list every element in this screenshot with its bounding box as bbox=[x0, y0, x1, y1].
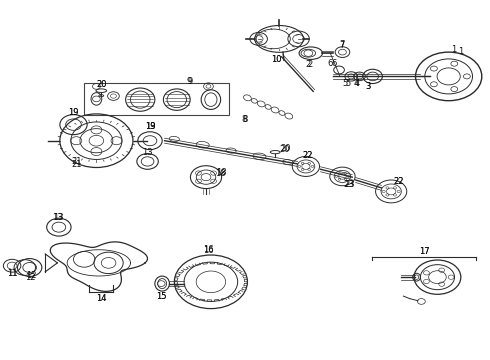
Text: 13: 13 bbox=[145, 122, 155, 131]
Text: 20: 20 bbox=[96, 80, 106, 89]
Text: 2: 2 bbox=[307, 60, 313, 69]
Text: 3: 3 bbox=[365, 82, 370, 91]
Text: 19: 19 bbox=[145, 122, 155, 131]
Text: 18: 18 bbox=[215, 169, 226, 178]
Text: 14: 14 bbox=[96, 294, 106, 303]
Text: 23: 23 bbox=[344, 180, 355, 189]
Text: 4: 4 bbox=[354, 79, 360, 88]
Text: 18: 18 bbox=[216, 168, 227, 177]
Text: 5: 5 bbox=[342, 79, 347, 88]
Text: 9: 9 bbox=[186, 77, 192, 86]
Text: 17: 17 bbox=[419, 247, 429, 256]
Text: 6: 6 bbox=[327, 59, 332, 68]
Text: 13: 13 bbox=[53, 213, 64, 222]
Text: 21: 21 bbox=[72, 157, 82, 166]
Text: 1: 1 bbox=[451, 45, 456, 54]
Text: 5: 5 bbox=[345, 79, 351, 88]
Text: 8: 8 bbox=[242, 116, 246, 125]
Text: 16: 16 bbox=[203, 245, 214, 254]
Text: 1: 1 bbox=[458, 47, 463, 56]
Text: 22: 22 bbox=[302, 151, 313, 160]
Text: 20: 20 bbox=[281, 144, 291, 153]
Text: 7: 7 bbox=[340, 41, 345, 50]
Text: 16: 16 bbox=[203, 246, 214, 255]
Text: 11: 11 bbox=[7, 269, 17, 278]
Text: 21: 21 bbox=[72, 161, 82, 170]
Text: 11: 11 bbox=[7, 269, 17, 278]
Text: 8: 8 bbox=[243, 116, 247, 125]
Text: 19: 19 bbox=[68, 108, 79, 117]
Text: 22: 22 bbox=[302, 151, 313, 160]
Text: 15: 15 bbox=[156, 292, 167, 301]
Text: 17: 17 bbox=[419, 247, 429, 256]
Text: 4: 4 bbox=[353, 79, 359, 88]
Text: 15: 15 bbox=[156, 292, 167, 301]
Text: 12: 12 bbox=[26, 271, 37, 280]
Text: 22: 22 bbox=[393, 177, 404, 186]
Text: 12: 12 bbox=[25, 273, 36, 282]
Text: 3: 3 bbox=[365, 82, 370, 91]
Text: 13: 13 bbox=[52, 213, 63, 222]
Text: 7: 7 bbox=[340, 40, 345, 49]
Text: 9: 9 bbox=[187, 77, 193, 86]
Text: 19: 19 bbox=[145, 122, 155, 131]
Text: 22: 22 bbox=[393, 176, 404, 185]
Text: 23: 23 bbox=[343, 180, 354, 189]
Text: 20: 20 bbox=[96, 81, 106, 90]
Bar bbox=[84, 83, 229, 115]
Text: 6: 6 bbox=[331, 59, 336, 68]
Text: 19: 19 bbox=[68, 108, 79, 117]
Text: 10: 10 bbox=[271, 55, 282, 64]
Text: 10: 10 bbox=[271, 55, 282, 64]
Text: 13: 13 bbox=[142, 148, 153, 157]
Text: 2: 2 bbox=[306, 60, 311, 69]
Text: 20: 20 bbox=[280, 145, 290, 154]
Text: 14: 14 bbox=[96, 294, 106, 303]
